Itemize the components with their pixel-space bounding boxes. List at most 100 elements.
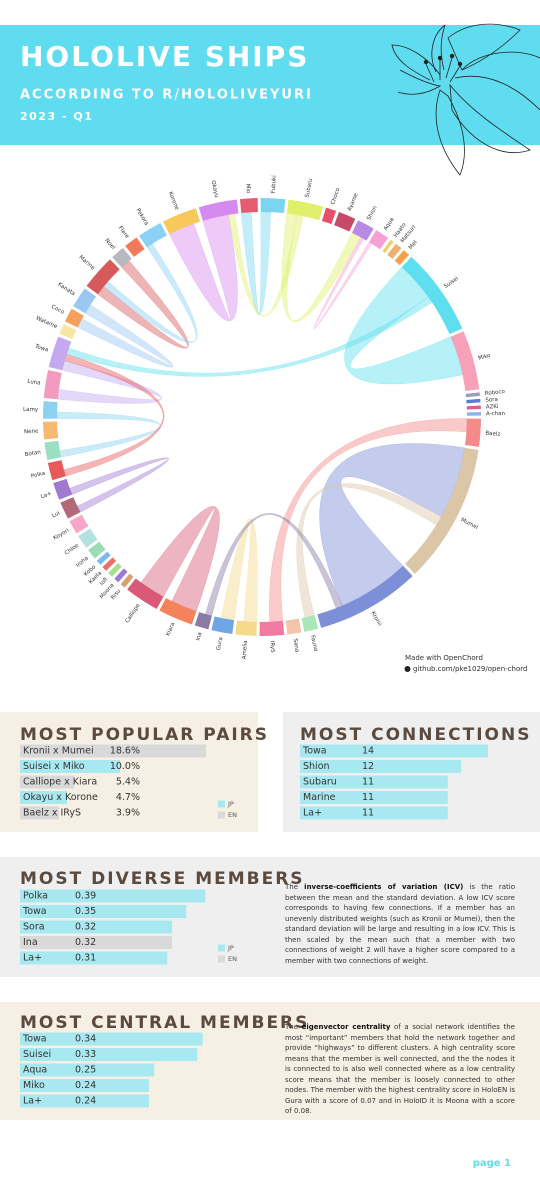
chord-node-label: Botan	[24, 450, 41, 459]
bar	[20, 1032, 203, 1046]
github-icon	[404, 666, 411, 672]
chord-ribbon	[57, 360, 162, 404]
chord-node-arc	[43, 370, 62, 400]
chord-node-label: Subaru	[304, 178, 314, 198]
legend-label: EN	[228, 811, 237, 819]
panel-title: MOST POPULAR PAIRS	[20, 725, 269, 745]
chord-node-arc	[387, 243, 402, 259]
bar	[300, 806, 448, 820]
bar	[300, 775, 448, 789]
chord-node-arc	[65, 308, 84, 328]
chord-node-label: A-chan	[486, 411, 506, 417]
description-term: inverse-coefficients of variation (ICV)	[304, 883, 464, 891]
value-label: 11	[362, 792, 374, 803]
value-label: 3.9%	[116, 808, 140, 819]
bar-label: Okayu x Korone	[23, 792, 98, 803]
bar-label: La+	[303, 808, 322, 819]
chord-node-arc	[239, 198, 258, 214]
legend-swatch	[218, 811, 225, 819]
chord-node-label: Ina	[195, 632, 203, 642]
legend-label: EN	[228, 955, 237, 963]
chord-node-arc	[260, 198, 286, 214]
chord-node-label: Watame	[35, 315, 59, 330]
value-label: 5.4%	[116, 777, 140, 788]
bar	[20, 791, 67, 804]
bar-label: Shion	[303, 761, 330, 772]
bar	[300, 744, 488, 758]
chord-node-label: La+	[40, 491, 53, 501]
bar-label: Towa	[302, 746, 327, 757]
chord-node-arc	[259, 620, 285, 637]
bar	[20, 1048, 198, 1061]
bar	[20, 760, 120, 773]
bar-label: La+	[23, 953, 42, 964]
value-label: 0.24	[75, 1080, 96, 1091]
chord-node-arc	[368, 230, 389, 250]
value-label: 0.34	[75, 1034, 96, 1045]
chord-node-label: Kronii	[369, 611, 382, 628]
chord-node-label: Koyori	[53, 528, 71, 542]
chord-node-arc	[42, 401, 58, 419]
chord-ribbon	[97, 260, 189, 349]
chord-node-label: Nene	[24, 428, 39, 435]
value-label: 0.24	[75, 1096, 96, 1107]
bar	[300, 791, 448, 804]
bar-label: Towa	[22, 906, 47, 917]
chord-node-arc	[235, 620, 257, 636]
chord-node-label: Ayame	[347, 192, 360, 212]
chord-ribbon	[169, 214, 238, 321]
chord-node-label: Marine	[78, 255, 97, 272]
value-label: 0.35	[75, 906, 96, 917]
chord-node-label: Luna	[27, 379, 41, 387]
panel-title: MOST CENTRAL MEMBERS	[20, 1013, 309, 1033]
bar-label: Ina	[23, 937, 38, 948]
chord-node-arc	[159, 598, 197, 625]
chord-node-arc	[465, 392, 480, 398]
chord-node-label: Shion	[366, 205, 379, 222]
chord-links	[56, 211, 468, 623]
chord-ribbon	[313, 237, 373, 329]
chord-node-arc	[48, 336, 72, 371]
bar	[20, 1079, 149, 1092]
bar-label: Baelz x IRyS	[23, 808, 81, 819]
chord-node-label: Choco	[330, 187, 341, 206]
bar-label: Kronii x Mumei	[23, 746, 94, 757]
chord-ribbon	[241, 211, 271, 315]
chord-node-arc	[198, 199, 239, 221]
chord-node-label: Coco	[50, 304, 65, 316]
bar	[20, 889, 206, 903]
chord-node-label: Aqua	[383, 217, 396, 232]
value-label: 11	[362, 777, 374, 788]
bar-label: Miko	[23, 1080, 45, 1091]
chord-ribbon	[56, 411, 161, 458]
chord-node-label: Roboco	[485, 389, 506, 397]
description-text: The	[285, 883, 305, 891]
chord-node-arc	[405, 447, 479, 574]
chord-node-arc	[59, 324, 77, 340]
chord-node-arc	[69, 514, 89, 534]
description-term: eigenvector centrality	[301, 1023, 391, 1031]
chord-node-arc	[78, 528, 98, 548]
description-text: of a social network identifies the most …	[285, 1023, 515, 1115]
credit: Made with OpenChord	[405, 654, 483, 662]
chord-node-arc	[112, 247, 132, 268]
chord-node-arc	[382, 239, 394, 254]
legend-swatch	[218, 955, 225, 963]
chord-node-arc	[317, 565, 413, 628]
bar-label: La+	[23, 1096, 42, 1107]
value-label: 0.39	[75, 891, 96, 902]
chord-node-label: Baelz	[485, 431, 500, 438]
period: 2023 - Q1	[20, 110, 93, 123]
value-label: 0.33	[75, 1049, 96, 1060]
chord-node-arc	[88, 541, 106, 559]
chord-node-arc	[465, 418, 481, 447]
chord-node-label: Lamy	[23, 407, 39, 414]
chord-ribbon	[140, 506, 220, 612]
bar	[20, 936, 172, 949]
panel-title: MOST DIVERSE MEMBERS	[20, 869, 305, 889]
chord-node-label: Noel	[103, 238, 116, 252]
chord-ribbon	[220, 518, 258, 623]
bar-label: Marine	[303, 792, 336, 803]
chord-node-label: Iofi	[99, 577, 109, 587]
